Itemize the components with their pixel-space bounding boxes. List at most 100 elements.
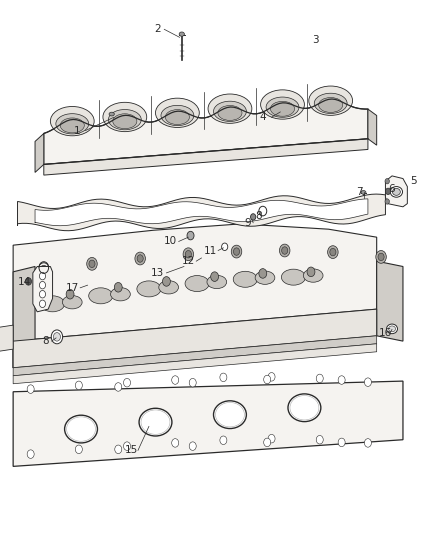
Circle shape <box>66 289 74 299</box>
Ellipse shape <box>318 98 343 112</box>
Circle shape <box>75 445 82 454</box>
Text: 4: 4 <box>259 112 266 122</box>
Ellipse shape <box>103 102 147 132</box>
Circle shape <box>378 253 384 261</box>
Ellipse shape <box>290 395 319 420</box>
Circle shape <box>264 438 271 447</box>
Polygon shape <box>18 194 385 231</box>
Circle shape <box>135 252 145 265</box>
Ellipse shape <box>255 271 275 285</box>
Text: 3: 3 <box>312 35 319 45</box>
Circle shape <box>172 376 179 384</box>
Circle shape <box>279 244 290 257</box>
Text: 16: 16 <box>379 328 392 338</box>
Circle shape <box>220 436 227 445</box>
Circle shape <box>268 373 275 381</box>
Polygon shape <box>368 109 377 145</box>
Polygon shape <box>13 309 377 368</box>
Circle shape <box>338 438 345 447</box>
Circle shape <box>264 375 271 384</box>
Ellipse shape <box>141 410 170 434</box>
Ellipse shape <box>139 408 172 436</box>
Ellipse shape <box>218 106 242 120</box>
Circle shape <box>39 300 46 308</box>
Ellipse shape <box>161 106 194 126</box>
Ellipse shape <box>159 280 178 294</box>
Text: 15: 15 <box>125 446 138 455</box>
Circle shape <box>39 281 46 289</box>
Circle shape <box>385 179 389 184</box>
Circle shape <box>385 199 389 204</box>
Ellipse shape <box>281 269 306 285</box>
Ellipse shape <box>213 101 246 122</box>
Ellipse shape <box>155 98 199 127</box>
Circle shape <box>87 257 97 270</box>
Circle shape <box>114 282 122 292</box>
Ellipse shape <box>361 191 366 195</box>
Ellipse shape <box>266 97 299 117</box>
Ellipse shape <box>261 90 304 119</box>
Polygon shape <box>385 176 407 207</box>
Ellipse shape <box>314 93 347 114</box>
Circle shape <box>39 265 49 278</box>
Ellipse shape <box>166 110 189 125</box>
Circle shape <box>330 248 336 256</box>
Circle shape <box>231 245 242 258</box>
Circle shape <box>137 255 143 262</box>
Ellipse shape <box>389 326 396 332</box>
Circle shape <box>53 333 60 341</box>
Ellipse shape <box>288 394 321 422</box>
Ellipse shape <box>392 189 400 195</box>
Ellipse shape <box>50 107 94 136</box>
Circle shape <box>189 378 196 387</box>
Ellipse shape <box>113 114 137 128</box>
Text: 7: 7 <box>356 187 363 197</box>
Circle shape <box>27 385 34 393</box>
Circle shape <box>222 243 228 251</box>
Circle shape <box>364 378 371 386</box>
Text: 17: 17 <box>66 283 79 293</box>
Ellipse shape <box>65 415 97 443</box>
Text: 1: 1 <box>73 126 80 135</box>
Circle shape <box>259 269 267 278</box>
Ellipse shape <box>303 269 323 282</box>
Circle shape <box>25 278 32 285</box>
Circle shape <box>259 206 267 216</box>
Circle shape <box>328 246 338 259</box>
Circle shape <box>189 442 196 450</box>
Polygon shape <box>377 261 403 341</box>
Circle shape <box>162 277 170 286</box>
Ellipse shape <box>390 187 403 197</box>
Polygon shape <box>33 266 53 312</box>
Polygon shape <box>44 139 368 175</box>
Polygon shape <box>13 336 377 376</box>
Ellipse shape <box>88 288 113 304</box>
Ellipse shape <box>213 401 246 429</box>
Polygon shape <box>35 133 44 173</box>
Ellipse shape <box>270 101 294 116</box>
Text: 11: 11 <box>204 246 217 255</box>
Ellipse shape <box>109 112 114 116</box>
Circle shape <box>187 231 194 240</box>
Ellipse shape <box>207 275 227 289</box>
Ellipse shape <box>67 417 95 441</box>
Ellipse shape <box>185 276 209 292</box>
Circle shape <box>220 373 227 382</box>
Polygon shape <box>13 224 377 341</box>
Ellipse shape <box>309 86 353 115</box>
Text: 14: 14 <box>18 278 31 287</box>
Circle shape <box>172 439 179 447</box>
Text: 8: 8 <box>255 211 262 221</box>
Circle shape <box>282 247 288 254</box>
Circle shape <box>233 248 240 255</box>
Circle shape <box>376 251 386 263</box>
Circle shape <box>89 260 95 268</box>
Ellipse shape <box>62 295 82 309</box>
Ellipse shape <box>40 296 64 312</box>
Text: 6: 6 <box>389 184 396 194</box>
Polygon shape <box>13 381 403 466</box>
Text: 12: 12 <box>182 256 195 266</box>
Circle shape <box>185 251 191 258</box>
Text: 13: 13 <box>151 268 164 278</box>
Circle shape <box>251 214 256 220</box>
